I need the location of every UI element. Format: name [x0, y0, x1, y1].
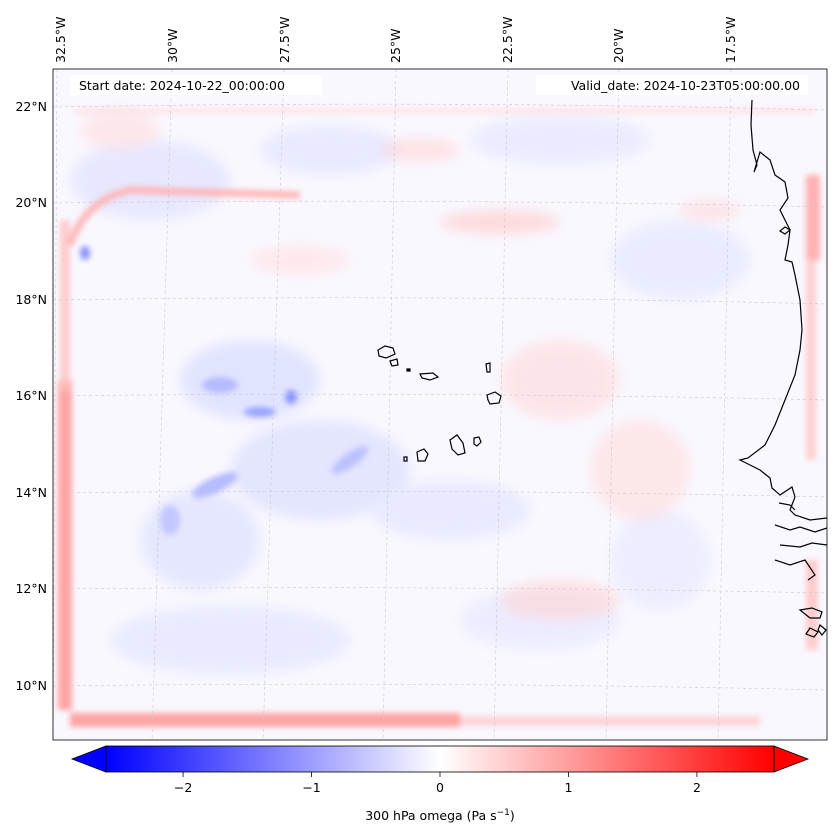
lat-label-18n: 18°N — [15, 292, 47, 307]
lon-label-32-5w: 32.5°W — [53, 17, 68, 63]
colorbar-min-extend — [70, 745, 107, 773]
lon-label-17-5w: 17.5°W — [723, 17, 738, 63]
colorbar-tick-label: −1 — [302, 780, 320, 795]
lon-label-25w: 25°W — [388, 28, 403, 63]
colorbar-ticks: −2 −1 0 1 2 — [174, 772, 701, 795]
lat-label-12n: 12°N — [15, 581, 47, 596]
gridlines — [53, 69, 827, 740]
lat-label-10n: 10°N — [15, 678, 47, 693]
colorbar-gradient — [106, 746, 774, 772]
latitude-labels: 22°N 20°N 18°N 16°N 14°N 12°N 10°N — [15, 99, 47, 693]
colorbar-tick-label: 0 — [436, 780, 444, 795]
island-santo-antao — [377, 345, 396, 359]
africa-coastline — [738, 99, 827, 521]
colorbar-tick-label: 2 — [693, 780, 701, 795]
lon-label-30w: 30°W — [165, 28, 180, 63]
colorbar-title: 300 hPa omega (Pa s−1) — [365, 808, 515, 823]
lon-label-20w: 20°W — [611, 28, 626, 63]
start-date-box — [70, 75, 322, 95]
valid-date-box — [536, 75, 808, 95]
valid-date-label: Valid_date: 2024-10-23T05:00:00.00 — [571, 78, 800, 93]
colorbar-tick-label: −2 — [174, 780, 192, 795]
lat-label-14n: 14°N — [15, 485, 47, 500]
longitude-labels: 32.5°W 30°W 27.5°W 25°W 22.5°W 20°W 17.5… — [53, 17, 738, 63]
lon-label-22-5w: 22.5°W — [500, 17, 515, 63]
colorbar-tick-label: 1 — [564, 780, 572, 795]
omega-field — [58, 108, 820, 727]
lat-label-16n: 16°N — [15, 388, 47, 403]
colorbar-max-extend — [773, 745, 810, 773]
lat-label-20n: 20°N — [15, 195, 47, 210]
start-date-label: Start date: 2024-10-22_00:00:00 — [79, 78, 285, 93]
lat-label-22n: 22°N — [15, 99, 47, 114]
map-frame — [52, 68, 828, 741]
coastlines — [377, 99, 827, 638]
colorbar: −2 −1 0 1 2 300 hPa omega (Pa s−1) — [70, 745, 810, 823]
lon-label-27-5w: 27.5°W — [277, 17, 292, 63]
